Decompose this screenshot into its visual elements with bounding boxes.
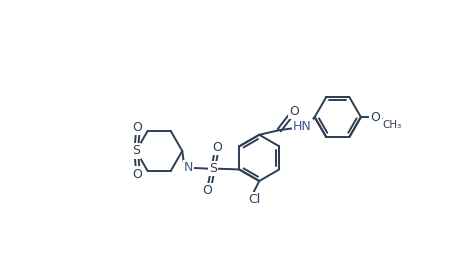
Text: Cl: Cl bbox=[249, 193, 261, 206]
Text: O: O bbox=[133, 121, 143, 134]
Text: O: O bbox=[202, 184, 212, 197]
Text: S: S bbox=[209, 162, 217, 175]
Text: O: O bbox=[371, 111, 381, 124]
Text: O: O bbox=[289, 105, 299, 118]
Text: O: O bbox=[133, 168, 143, 181]
Text: S: S bbox=[132, 144, 140, 158]
Text: CH₃: CH₃ bbox=[382, 120, 401, 130]
Text: HN: HN bbox=[293, 120, 312, 133]
Text: O: O bbox=[213, 141, 223, 154]
Text: N: N bbox=[184, 161, 193, 175]
